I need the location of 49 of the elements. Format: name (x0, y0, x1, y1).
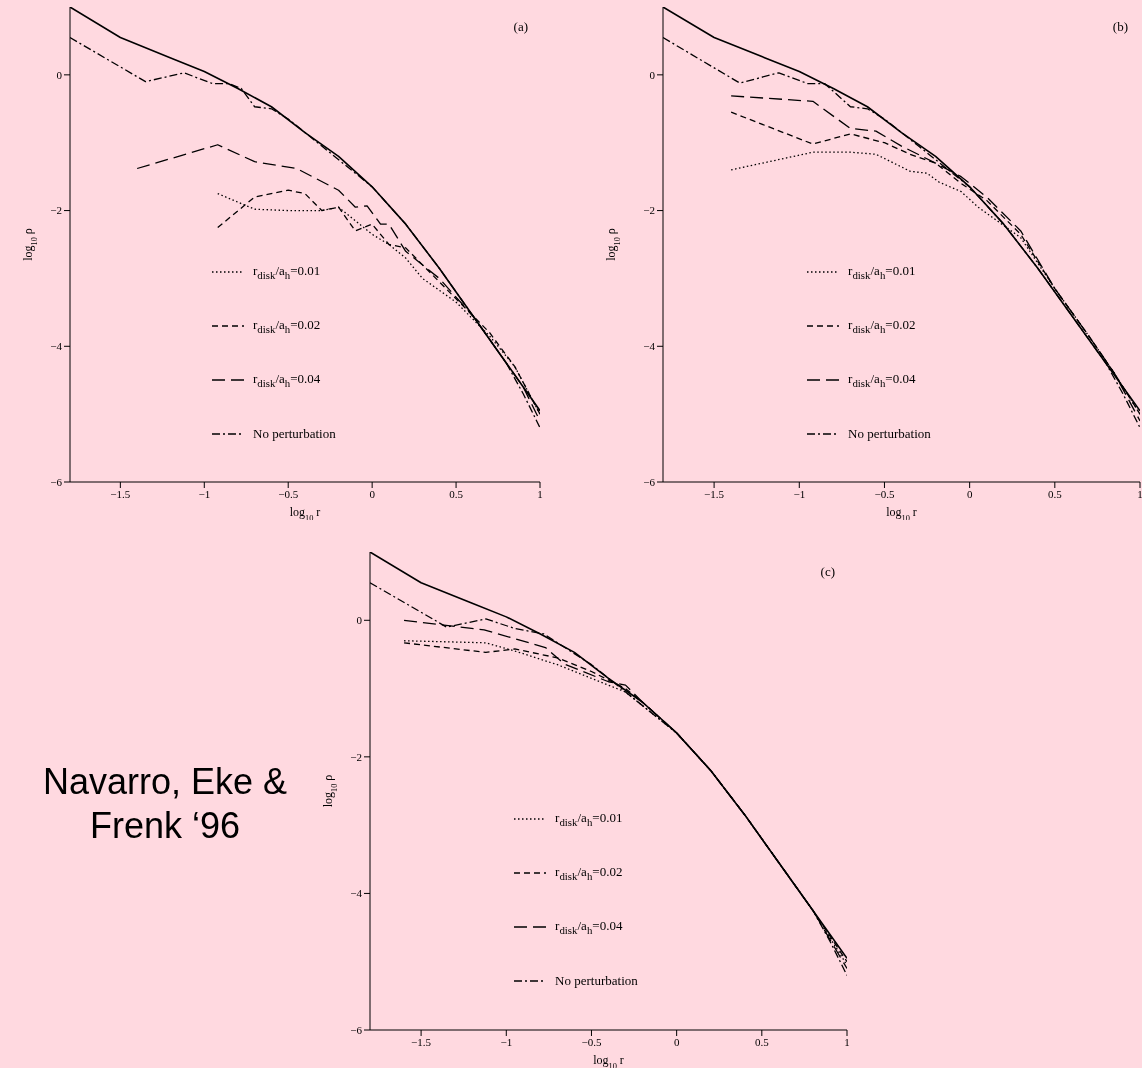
x-tick-label: −0.5 (278, 487, 299, 500)
y-tick-label: −6 (643, 475, 656, 488)
legend-label: r$_{disk}$/a$_{h}$=0.01 (555, 810, 623, 828)
x-axis-title: log$_{10}$ r (289, 505, 321, 523)
legend-label: r$_{disk}$/a$_{h}$=0.01 (848, 263, 916, 282)
x-axis-title: log$_{10}$ r (886, 505, 917, 523)
annotation: (a) (512, 19, 528, 35)
legend-label: r$_{disk}$/a$_{h}$=0.02 (253, 317, 321, 336)
x-tick-label: 0.5 (754, 1035, 770, 1048)
legend-label: r$_{disk}$/a$_{h}$=0.04 (253, 371, 321, 390)
annotation: (b) (1111, 19, 1128, 35)
y-tick-label: −6 (50, 475, 63, 488)
x-axis-title: log$_{10}$ r (593, 1053, 624, 1068)
legend-label: r$_{disk}$/a$_{h}$=0.04 (848, 371, 916, 390)
y-tick-label: −4 (643, 340, 656, 353)
x-tick-label: −1.5 (704, 487, 725, 500)
y-tick-label: −4 (50, 340, 63, 353)
x-tick-label: −1 (198, 487, 211, 500)
legend-label: r$_{disk}$/a$_{h}$=0.01 (253, 263, 321, 282)
x-tick-label: 1 (537, 487, 543, 500)
x-tick-label: −1.5 (110, 487, 131, 500)
x-tick-label: −1.5 (411, 1035, 432, 1048)
annotation: (c) (819, 564, 835, 580)
text: Navarro, Eke & Frenk ‘96 (42, 761, 288, 846)
x-tick-label: −0.5 (581, 1035, 602, 1048)
legend-label: r$_{disk}$/a$_{h}$=0.02 (555, 864, 623, 882)
x-tick-label: 0.5 (449, 487, 464, 500)
x-tick-label: 1 (844, 1035, 850, 1048)
x-tick-label: 0 (369, 487, 376, 500)
legend-label: No perturbation (848, 426, 931, 443)
x-tick-label: −0.5 (874, 487, 895, 500)
y-tick-label: −2 (350, 750, 362, 763)
x-tick-label: −1 (793, 487, 806, 500)
x-tick-label: 1 (1137, 487, 1142, 500)
legend-label: r$_{disk}$/a$_{h}$=0.02 (848, 317, 916, 336)
legend-label: No perturbation (555, 972, 638, 989)
y-tick-label: 0 (356, 614, 363, 627)
y-tick-label: −4 (350, 887, 363, 900)
y-tick-label: −6 (350, 1023, 363, 1036)
legend-label: No perturbation (253, 426, 336, 443)
y-tick-label: 0 (649, 68, 656, 81)
legend-label: r$_{disk}$/a$_{h}$=0.04 (555, 918, 623, 936)
y-tick-label: −2 (643, 204, 655, 217)
x-tick-label: 0 (966, 487, 973, 500)
y-tick-label: 0 (56, 68, 63, 81)
x-tick-label: 0.5 (1047, 487, 1063, 500)
x-tick-label: −1 (500, 1035, 513, 1048)
x-tick-label: 0 (673, 1035, 680, 1048)
y-tick-label: −2 (50, 204, 62, 217)
